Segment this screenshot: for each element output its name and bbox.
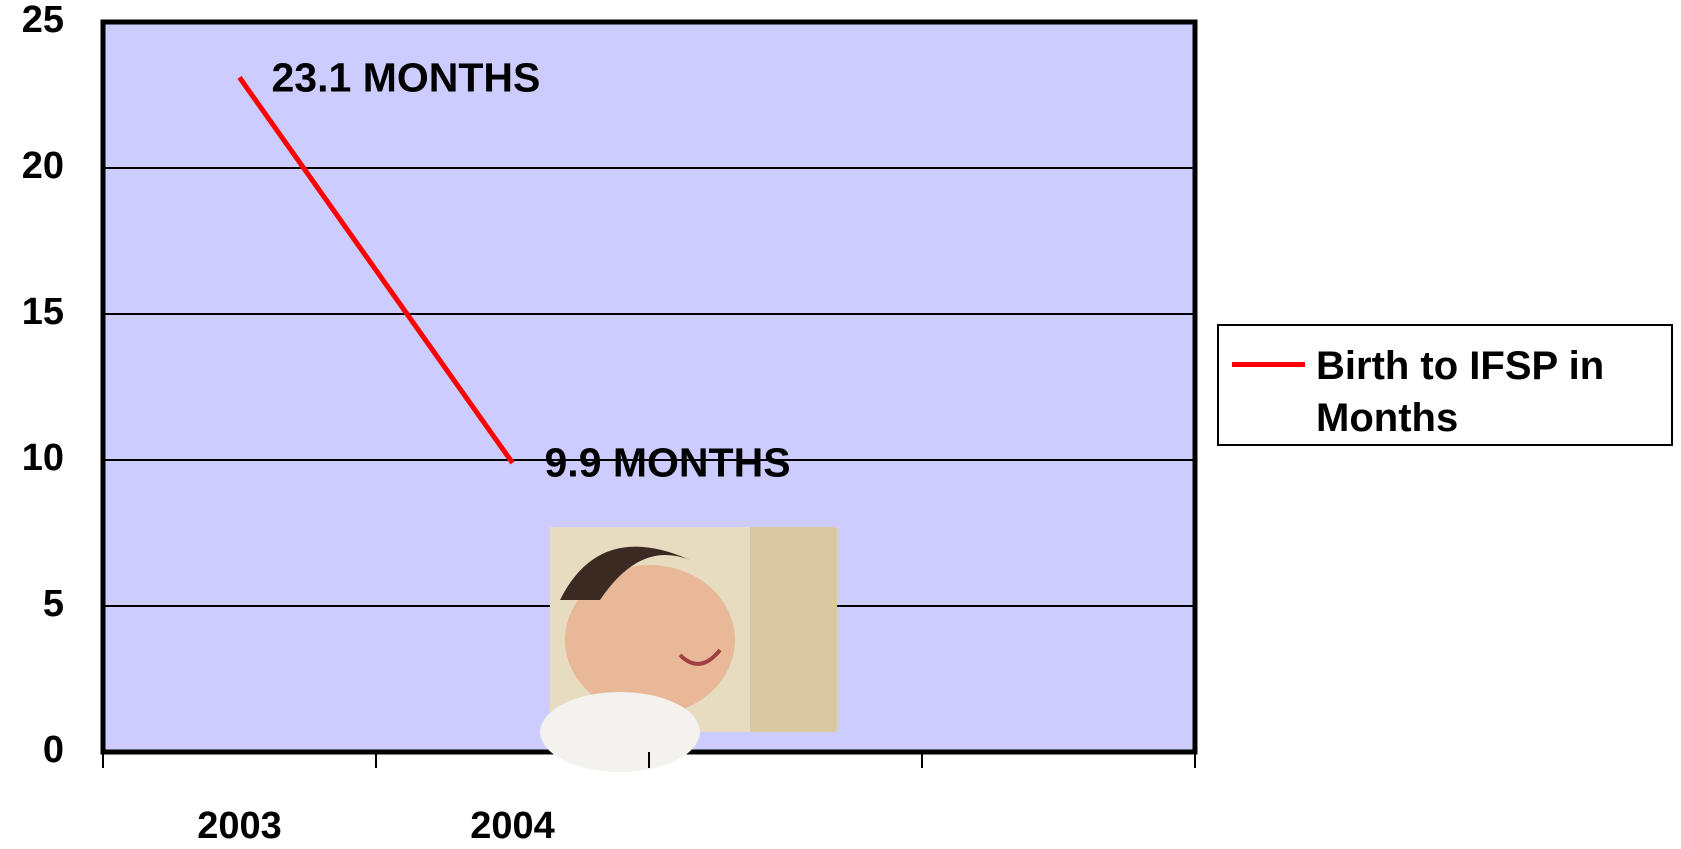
y-tick-label: 0 — [43, 729, 64, 771]
legend-label: Birth to IFSP in Months — [1316, 344, 1605, 440]
y-tick-label: 20 — [22, 145, 64, 187]
x-tick-label: 2003 — [197, 805, 282, 847]
y-tick-label: 5 — [43, 583, 64, 625]
y-tick-label: 25 — [22, 0, 64, 41]
photo — [540, 527, 837, 772]
legend: Birth to IFSP in Months — [1217, 324, 1673, 446]
y-tick-label: 15 — [22, 291, 64, 333]
x-tick-label: 2004 — [470, 805, 555, 847]
legend-swatch — [1232, 362, 1305, 367]
y-tick-label: 10 — [22, 437, 64, 479]
data-label: 9.9 MONTHS — [545, 440, 791, 486]
series-line — [237, 76, 515, 465]
data-label: 23.1 MONTHS — [272, 54, 541, 100]
